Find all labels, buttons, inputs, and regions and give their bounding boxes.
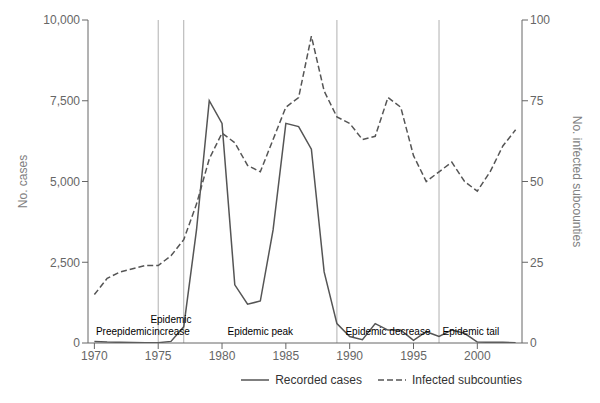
- svg-text:75: 75: [530, 94, 544, 108]
- svg-text:0: 0: [530, 336, 537, 350]
- html-text:Recorded cases: Recorded cases: [275, 373, 362, 387]
- svg-text:1985: 1985: [273, 349, 300, 363]
- svg-text:50: 50: [530, 175, 544, 189]
- svg-text:1975: 1975: [145, 349, 172, 363]
- svg-text:1995: 1995: [400, 349, 427, 363]
- svg-text:1990: 1990: [336, 349, 363, 363]
- svg-text:1980: 1980: [209, 349, 236, 363]
- svg-text:No. infected subcounties: No. infected subcounties: [570, 116, 584, 247]
- html-text:Infected subcounties: Infected subcounties: [411, 373, 522, 387]
- svg-text:2,500: 2,500: [50, 256, 80, 270]
- svg-text:5,000: 5,000: [50, 175, 80, 189]
- svg-text:No. cases: No. cases: [16, 155, 30, 208]
- svg-text:2000: 2000: [464, 349, 491, 363]
- svg-text:0: 0: [73, 336, 80, 350]
- svg-text:100: 100: [530, 13, 550, 27]
- svg-text:1970: 1970: [81, 349, 108, 363]
- svg-text:Epidemic decrease: Epidemic decrease: [345, 326, 430, 337]
- svg-text:7,500: 7,500: [50, 94, 80, 108]
- svg-text:Preepidemic: Preepidemic: [96, 326, 152, 337]
- svg-text:10,000: 10,000: [43, 13, 80, 27]
- svg-text:Epidemic tail: Epidemic tail: [443, 326, 500, 337]
- svg-text:Epidemicincrease: Epidemicincrease: [150, 314, 191, 337]
- svg-text:25: 25: [530, 256, 544, 270]
- svg-text:Epidemic peak: Epidemic peak: [228, 326, 295, 337]
